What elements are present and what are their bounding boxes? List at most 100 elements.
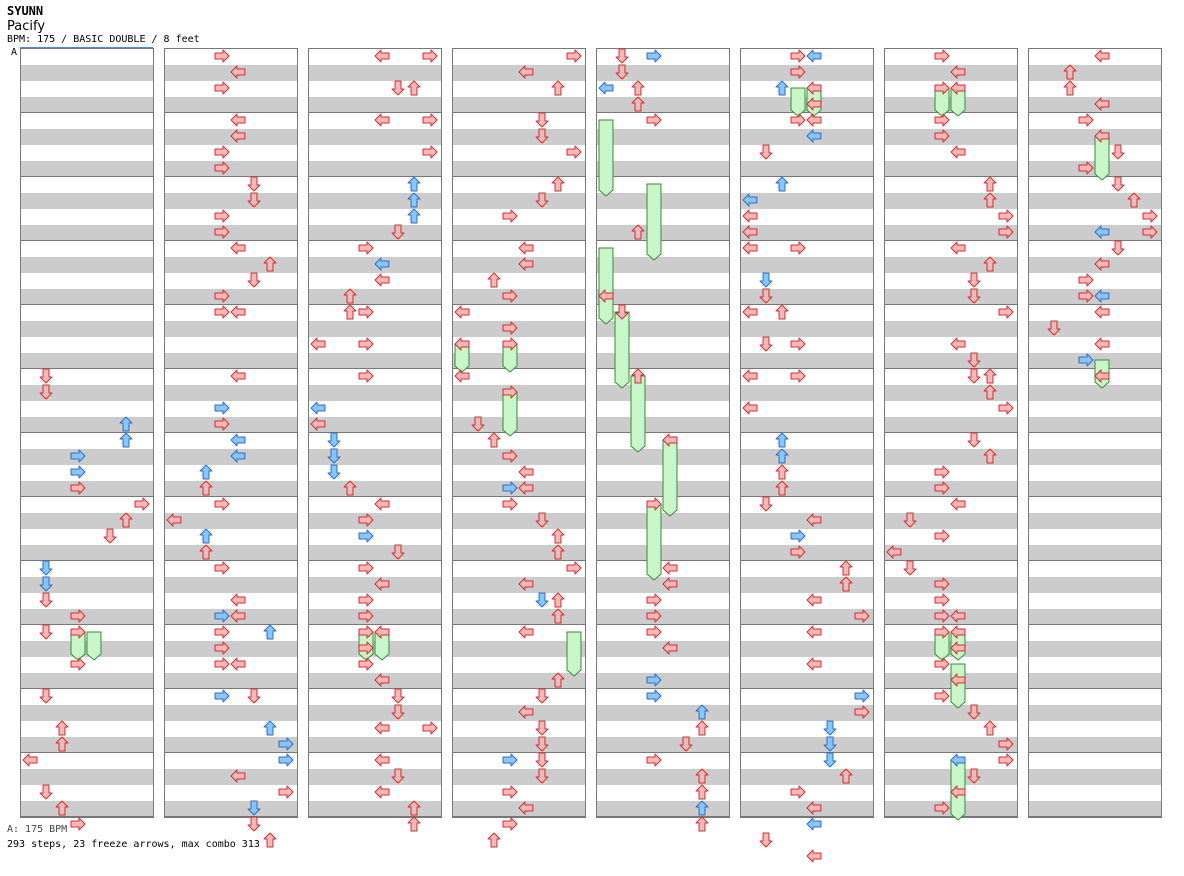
- beat-stripe: [21, 417, 153, 433]
- down-arrow-icon: [247, 272, 261, 288]
- right-arrow-icon: [790, 241, 806, 255]
- left-arrow-icon: [374, 273, 390, 287]
- measure: [21, 241, 153, 305]
- beat-stripe: [597, 385, 729, 401]
- measure: [741, 561, 873, 625]
- left-arrow-icon: [518, 65, 534, 79]
- beat-stripe: [741, 289, 873, 305]
- left-arrow-icon: [518, 705, 534, 719]
- up-arrow-icon: [631, 96, 645, 112]
- freeze-arrow: [934, 631, 950, 661]
- right-arrow-icon: [934, 129, 950, 143]
- measure: [885, 497, 1017, 561]
- left-arrow-icon: [806, 513, 822, 527]
- right-arrow-icon: [214, 225, 230, 239]
- beat-stripe: [309, 737, 441, 753]
- beat-stripe: [1029, 65, 1161, 81]
- beat-stripe: [453, 321, 585, 337]
- left-arrow-icon: [230, 65, 246, 79]
- beat-stripe: [1029, 641, 1161, 657]
- measure: [21, 753, 153, 817]
- right-arrow-icon: [790, 113, 806, 127]
- beat-stripe: [597, 225, 729, 241]
- measure: [309, 369, 441, 433]
- freeze-arrow: [630, 375, 646, 453]
- measure: [885, 241, 1017, 305]
- beat-stripe: [165, 641, 297, 657]
- left-arrow-icon: [806, 801, 822, 815]
- left-arrow-icon: [950, 609, 966, 623]
- left-arrow-icon: [742, 193, 758, 207]
- measure: [885, 433, 1017, 497]
- right-arrow-icon: [278, 737, 294, 751]
- right-arrow-icon: [214, 497, 230, 511]
- beat-stripe: [885, 353, 1017, 369]
- freeze-arrow: [790, 87, 806, 117]
- beat-stripe: [597, 801, 729, 817]
- right-arrow-icon: [646, 113, 662, 127]
- up-arrow-icon: [407, 208, 421, 224]
- freeze-arrow: [950, 663, 966, 709]
- down-arrow-icon: [1111, 176, 1125, 192]
- beat-stripe: [597, 769, 729, 785]
- left-arrow-icon: [230, 129, 246, 143]
- beat-stripe: [885, 449, 1017, 465]
- beat-stripe: [1029, 481, 1161, 497]
- left-arrow-icon: [742, 225, 758, 239]
- beat-stripe: [309, 513, 441, 529]
- left-arrow-icon: [1094, 129, 1110, 143]
- beat-stripe: [885, 545, 1017, 561]
- song-title: Pacify: [7, 19, 46, 34]
- beat-stripe: [741, 481, 873, 497]
- up-arrow-icon: [55, 800, 69, 816]
- beat-stripe: [453, 481, 585, 497]
- beat-stripe: [885, 417, 1017, 433]
- right-arrow-icon: [502, 753, 518, 767]
- beat-stripe: [309, 577, 441, 593]
- up-arrow-icon: [551, 176, 565, 192]
- beat-stripe: [165, 481, 297, 497]
- up-arrow-icon: [775, 304, 789, 320]
- beat-stripe: [309, 193, 441, 209]
- up-arrow-icon: [551, 608, 565, 624]
- down-arrow-icon: [391, 544, 405, 560]
- beat-stripe: [885, 481, 1017, 497]
- down-arrow-icon: [967, 352, 981, 368]
- down-arrow-icon: [391, 224, 405, 240]
- beat-stripe: [741, 417, 873, 433]
- beat-stripe: [453, 641, 585, 657]
- right-arrow-icon: [358, 593, 374, 607]
- right-arrow-icon: [790, 529, 806, 543]
- down-arrow-icon: [1047, 320, 1061, 336]
- left-arrow-icon: [230, 657, 246, 671]
- measure: [165, 113, 297, 177]
- beat-stripe: [597, 609, 729, 625]
- right-arrow-icon: [214, 657, 230, 671]
- measure: [741, 753, 873, 817]
- up-arrow-icon: [839, 768, 853, 784]
- beat-stripe: [885, 257, 1017, 273]
- left-arrow-icon: [230, 113, 246, 127]
- right-arrow-icon: [358, 625, 374, 639]
- measure: [885, 689, 1017, 753]
- down-arrow-icon: [535, 592, 549, 608]
- left-arrow-icon: [518, 241, 534, 255]
- measure: [597, 625, 729, 689]
- beat-stripe: [741, 129, 873, 145]
- measure: [885, 177, 1017, 241]
- left-arrow-icon: [374, 673, 390, 687]
- left-arrow-icon: [950, 673, 966, 687]
- beat-stripe: [453, 673, 585, 689]
- down-arrow-icon: [1111, 240, 1125, 256]
- down-arrow-icon: [967, 768, 981, 784]
- left-arrow-icon: [374, 785, 390, 799]
- measure: [309, 305, 441, 369]
- down-arrow-icon: [759, 288, 773, 304]
- right-arrow-icon: [934, 529, 950, 543]
- measure: [21, 433, 153, 497]
- right-arrow-icon: [646, 593, 662, 607]
- right-arrow-icon: [214, 561, 230, 575]
- beat-stripe: [21, 193, 153, 209]
- beat-stripe: [165, 513, 297, 529]
- beat-stripe: [741, 385, 873, 401]
